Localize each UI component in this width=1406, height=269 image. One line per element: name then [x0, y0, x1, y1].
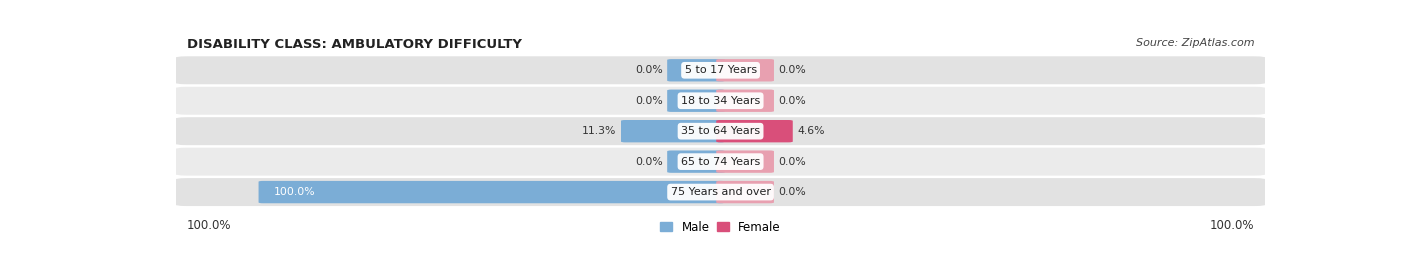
Text: 35 to 64 Years: 35 to 64 Years — [681, 126, 761, 136]
Text: 0.0%: 0.0% — [779, 65, 806, 75]
FancyBboxPatch shape — [621, 120, 725, 142]
Text: 0.0%: 0.0% — [779, 187, 806, 197]
Text: 18 to 34 Years: 18 to 34 Years — [681, 96, 761, 106]
Text: 100.0%: 100.0% — [274, 187, 315, 197]
FancyBboxPatch shape — [716, 150, 773, 173]
Text: 11.3%: 11.3% — [582, 126, 617, 136]
Text: DISABILITY CLASS: AMBULATORY DIFFICULTY: DISABILITY CLASS: AMBULATORY DIFFICULTY — [187, 38, 522, 51]
FancyBboxPatch shape — [716, 120, 793, 142]
Text: 100.0%: 100.0% — [1211, 220, 1254, 232]
Text: 5 to 17 Years: 5 to 17 Years — [685, 65, 756, 75]
Text: 0.0%: 0.0% — [636, 157, 662, 167]
Text: 0.0%: 0.0% — [636, 96, 662, 106]
Text: 4.6%: 4.6% — [797, 126, 825, 136]
Text: 100.0%: 100.0% — [187, 220, 231, 232]
Text: 65 to 74 Years: 65 to 74 Years — [681, 157, 761, 167]
FancyBboxPatch shape — [668, 150, 725, 173]
FancyBboxPatch shape — [716, 59, 773, 82]
Text: 0.0%: 0.0% — [779, 157, 806, 167]
Text: 0.0%: 0.0% — [636, 65, 662, 75]
FancyBboxPatch shape — [716, 90, 773, 112]
Text: 75 Years and over: 75 Years and over — [671, 187, 770, 197]
FancyBboxPatch shape — [173, 117, 1268, 145]
FancyBboxPatch shape — [173, 56, 1268, 84]
FancyBboxPatch shape — [668, 90, 725, 112]
FancyBboxPatch shape — [173, 87, 1268, 115]
FancyBboxPatch shape — [668, 59, 725, 82]
Text: 0.0%: 0.0% — [779, 96, 806, 106]
FancyBboxPatch shape — [259, 181, 725, 203]
Text: Source: ZipAtlas.com: Source: ZipAtlas.com — [1136, 38, 1254, 48]
FancyBboxPatch shape — [173, 148, 1268, 176]
FancyBboxPatch shape — [173, 178, 1268, 206]
FancyBboxPatch shape — [716, 181, 773, 203]
Legend: Male, Female: Male, Female — [661, 221, 780, 233]
